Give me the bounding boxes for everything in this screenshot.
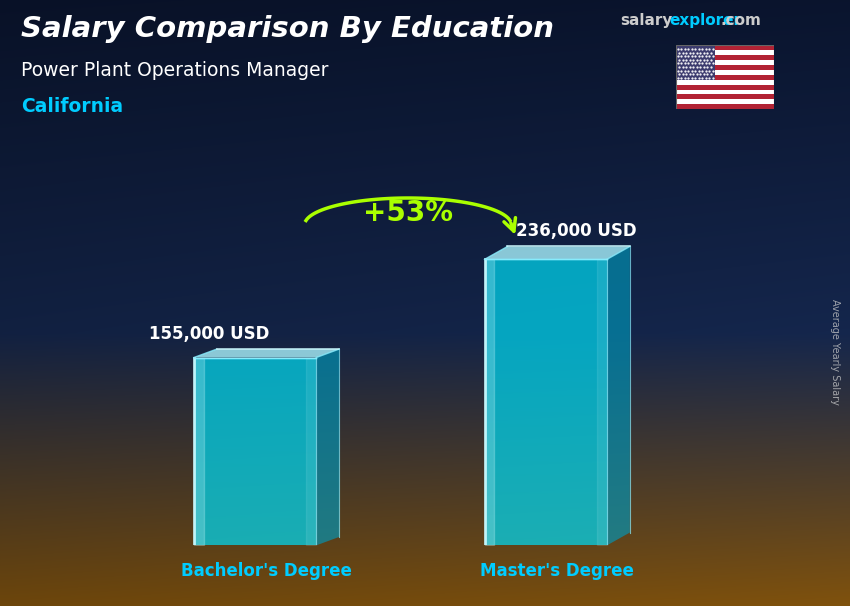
Text: explorer: explorer (669, 13, 741, 28)
Bar (676, 95, 774, 99)
Bar (676, 75, 774, 80)
Bar (676, 60, 774, 65)
Polygon shape (607, 247, 630, 545)
Bar (676, 45, 774, 50)
Bar (676, 90, 774, 95)
Text: Bachelor's Degree: Bachelor's Degree (181, 562, 352, 581)
Polygon shape (194, 349, 339, 358)
Polygon shape (484, 259, 607, 545)
Bar (676, 104, 774, 109)
Text: salary: salary (620, 13, 673, 28)
Bar (676, 55, 774, 60)
Text: .com: .com (721, 13, 762, 28)
Bar (676, 50, 774, 55)
Bar (676, 85, 774, 90)
Bar (676, 70, 774, 75)
Polygon shape (316, 349, 339, 545)
Text: Master's Degree: Master's Degree (480, 562, 634, 581)
Bar (676, 80, 774, 85)
Text: Average Yearly Salary: Average Yearly Salary (830, 299, 840, 404)
Bar (676, 65, 774, 70)
Text: 236,000 USD: 236,000 USD (516, 222, 637, 241)
Text: Salary Comparison By Education: Salary Comparison By Education (21, 15, 554, 43)
Text: +53%: +53% (363, 199, 453, 227)
Text: Power Plant Operations Manager: Power Plant Operations Manager (21, 61, 329, 79)
Polygon shape (194, 358, 316, 545)
Text: 155,000 USD: 155,000 USD (149, 325, 269, 343)
Bar (676, 99, 774, 104)
Bar (676, 45, 715, 80)
Polygon shape (484, 247, 630, 259)
Text: California: California (21, 97, 123, 116)
